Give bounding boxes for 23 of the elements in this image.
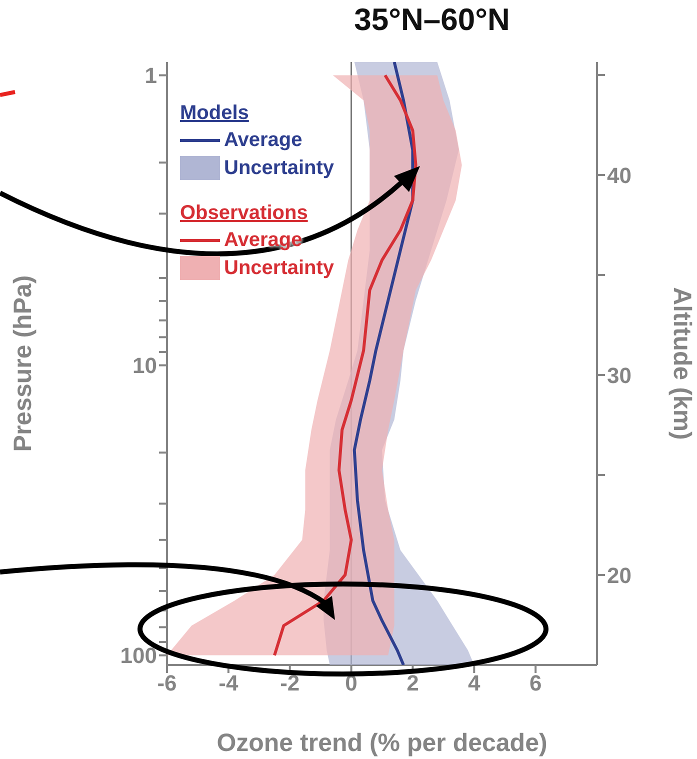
x-tick-label: -6 xyxy=(157,670,177,696)
y-tick-label: 1 xyxy=(144,63,157,88)
x-axis-title: Ozone trend (% per decade) xyxy=(216,729,548,757)
y2-axis-title: Altitude (km) xyxy=(668,287,696,440)
legend-label: Average xyxy=(224,228,302,253)
x-tick-label: 2 xyxy=(406,670,419,696)
annotation: Models xyxy=(180,101,250,126)
annotation: Observations xyxy=(180,201,309,226)
x-tick-label: 0 xyxy=(345,670,358,696)
x-tick-label: 6 xyxy=(529,670,542,696)
annotation: Uncertainty xyxy=(224,256,334,281)
chart-title: 35°N–60°N xyxy=(353,2,511,38)
y-axis-title: Pressure (hPa) xyxy=(8,275,37,452)
y-tick-label: 100 xyxy=(120,643,157,668)
y2-tick-label: 30 xyxy=(607,362,632,388)
x-tick-label: 4 xyxy=(468,670,482,696)
legend-label: Average xyxy=(224,128,302,153)
annotation: Uncertainty xyxy=(224,156,334,181)
y2-tick-label: 40 xyxy=(607,162,632,188)
y-tick-label: 10 xyxy=(132,353,157,378)
x-tick-label: -4 xyxy=(218,670,239,696)
x-tick-label: -2 xyxy=(280,670,300,696)
y2-tick-label: 20 xyxy=(607,562,632,588)
